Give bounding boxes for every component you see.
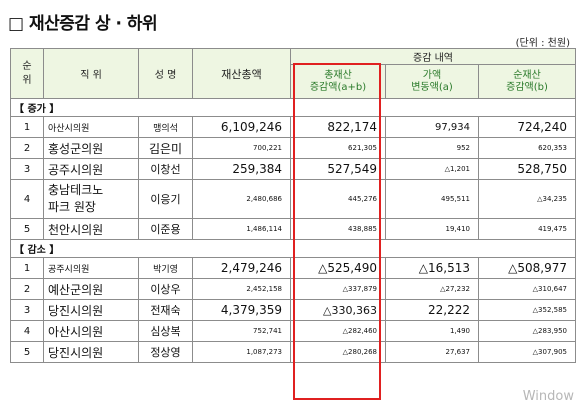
total-cell: 1,486,114 — [192, 218, 291, 240]
decrease-section-label: 【 감소 】 — [9, 239, 577, 258]
total-change-cell: 621,305 — [290, 137, 386, 159]
name-cell: 이응기 — [138, 179, 193, 219]
total-change-cell: △280,268 — [290, 341, 386, 363]
net-change-cell: △508,977 — [477, 257, 577, 279]
rank-cell: 1 — [10, 257, 44, 279]
price-change-cell: 27,637 — [385, 341, 479, 363]
total-cell: 6,109,246 — [192, 116, 291, 138]
total-change-cell: 822,174 — [290, 116, 386, 138]
total-cell: 1,087,273 — [192, 341, 291, 363]
os-watermark: Window — [522, 389, 574, 404]
price-change-cell: 1,490 — [385, 320, 479, 342]
unit-note: (단위 : 천원) — [515, 38, 570, 49]
table-row: 2 홍성군의원 김은미 700,221 621,305 952 620,353 — [10, 137, 577, 159]
rank-header: 순 위 — [10, 48, 44, 99]
table-row: 5 천안시의원 이준용 1,486,114 438,885 19,410 419… — [10, 218, 577, 240]
total-change-cell: △337,879 — [290, 278, 386, 300]
name-header: 성 명 — [138, 48, 193, 99]
net-change-header: 순재산 증감액(b) — [477, 64, 577, 99]
total-cell: 2,480,686 — [192, 179, 291, 219]
position-cell: 예산군의원 — [43, 278, 139, 300]
name-cell: 박기영 — [138, 257, 193, 279]
name-cell: 이창선 — [138, 158, 193, 180]
name-cell: 김은미 — [138, 137, 193, 159]
net-change-cell: 528,750 — [477, 158, 577, 180]
total-cell: 259,384 — [192, 158, 291, 180]
total-cell: 752,741 — [192, 320, 291, 342]
price-change-header: 가액 변동액(a) — [385, 64, 479, 99]
position-header: 직 위 — [43, 48, 139, 99]
name-cell: 전재숙 — [138, 299, 193, 321]
total-change-cell: △525,490 — [290, 257, 386, 279]
position-cell: 당진시의원 — [43, 299, 139, 321]
table-row: 4 충남테크노 파크 원장 이응기 2,480,686 445,276 495,… — [10, 179, 577, 219]
asset-change-table: 순 위 직 위 성 명 재산총액 증감 내역 총재산 증감액(a+b) 가액 변… — [9, 48, 577, 363]
rank-cell: 5 — [10, 218, 44, 240]
price-change-cell: 952 — [385, 137, 479, 159]
price-change-cell: △1,201 — [385, 158, 479, 180]
total-change-cell: △330,363 — [290, 299, 386, 321]
rank-cell: 3 — [10, 299, 44, 321]
price-change-cell: △16,513 — [385, 257, 479, 279]
net-change-cell: △307,905 — [477, 341, 577, 363]
rank-cell: 1 — [10, 116, 44, 138]
table-row: 1 공주시의원 박기영 2,479,246 △525,490 △16,513 △… — [10, 257, 577, 279]
page-title: □ 재산증감 상 · 하위 — [8, 14, 158, 34]
rank-cell: 4 — [10, 320, 44, 342]
rank-cell: 5 — [10, 341, 44, 363]
table-row: 1 아산시의원 맹의석 6,109,246 822,174 97,934 724… — [10, 116, 577, 138]
net-change-cell: 419,475 — [477, 218, 577, 240]
net-change-cell: △34,235 — [477, 179, 577, 219]
rank-cell: 2 — [10, 137, 44, 159]
change-details-header: 증감 내역 — [289, 48, 577, 65]
price-change-cell: 97,934 — [385, 116, 479, 138]
rank-cell: 4 — [10, 179, 44, 219]
total-change-cell: △282,460 — [290, 320, 386, 342]
price-change-cell: △27,232 — [385, 278, 479, 300]
total-cell: 2,452,158 — [192, 278, 291, 300]
total-change-cell: 527,549 — [290, 158, 386, 180]
table-row: 4 아산시의원 심상복 752,741 △282,460 1,490 △283,… — [10, 320, 577, 342]
position-cell: 홍성군의원 — [43, 137, 139, 159]
net-change-cell: △310,647 — [477, 278, 577, 300]
total-change-cell: 438,885 — [290, 218, 386, 240]
total-cell: 4,379,359 — [192, 299, 291, 321]
position-cell: 아산시의원 — [43, 116, 139, 138]
price-change-cell: 19,410 — [385, 218, 479, 240]
position-cell: 당진시의원 — [43, 341, 139, 363]
name-cell: 이준용 — [138, 218, 193, 240]
increase-section-label: 【 증가 】 — [9, 98, 577, 117]
name-cell: 정상영 — [138, 341, 193, 363]
position-cell: 공주시의원 — [43, 158, 139, 180]
price-change-cell: 22,222 — [385, 299, 479, 321]
price-change-cell: 495,511 — [385, 179, 479, 219]
table-row: 2 예산군의원 이상우 2,452,158 △337,879 △27,232 △… — [10, 278, 577, 300]
net-change-cell: △283,950 — [477, 320, 577, 342]
name-cell: 맹의석 — [138, 116, 193, 138]
net-change-cell: △352,585 — [477, 299, 577, 321]
total-change-header: 총재산 증감액(a+b) — [290, 64, 386, 99]
net-change-cell: 724,240 — [477, 116, 577, 138]
net-change-cell: 620,353 — [477, 137, 577, 159]
position-cell: 충남테크노 파크 원장 — [43, 179, 139, 219]
table-row: 5 당진시의원 정상영 1,087,273 △280,268 27,637 △3… — [10, 341, 577, 363]
position-cell: 공주시의원 — [43, 257, 139, 279]
position-cell: 천안시의원 — [43, 218, 139, 240]
total-change-cell: 445,276 — [290, 179, 386, 219]
total-cell: 2,479,246 — [192, 257, 291, 279]
total-assets-header: 재산총액 — [192, 48, 291, 99]
table-row: 3 당진시의원 전재숙 4,379,359 △330,363 22,222 △3… — [10, 299, 577, 321]
rank-cell: 3 — [10, 158, 44, 180]
total-cell: 700,221 — [192, 137, 291, 159]
name-cell: 이상우 — [138, 278, 193, 300]
name-cell: 심상복 — [138, 320, 193, 342]
table-row: 3 공주시의원 이창선 259,384 527,549 △1,201 528,7… — [10, 158, 577, 180]
rank-cell: 2 — [10, 278, 44, 300]
position-cell: 아산시의원 — [43, 320, 139, 342]
